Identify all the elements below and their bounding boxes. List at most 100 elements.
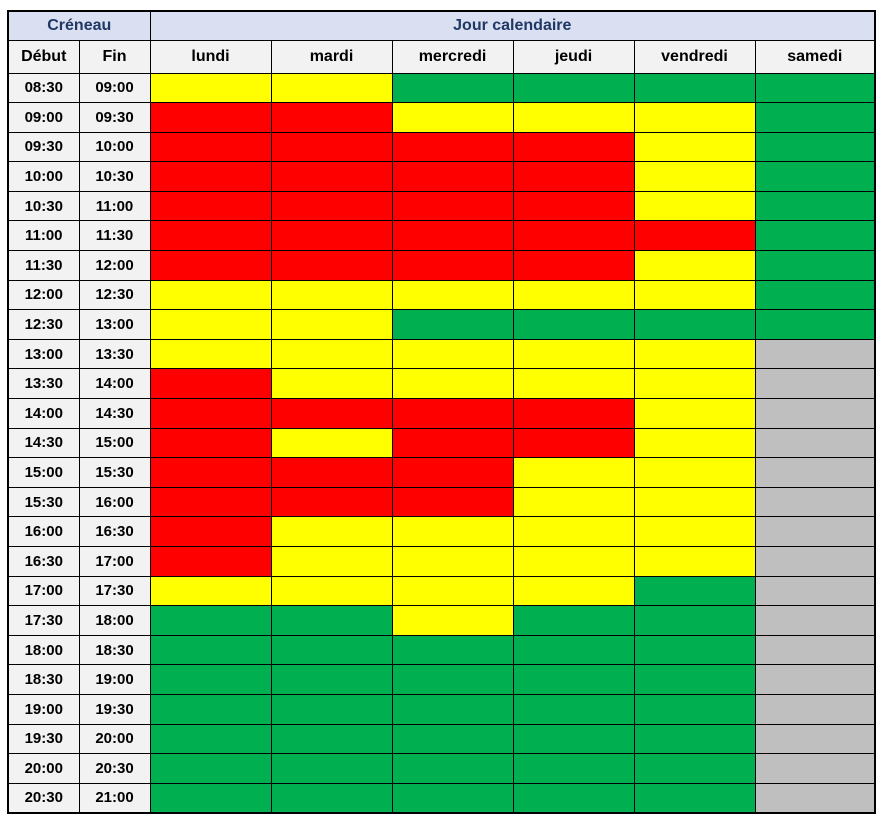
column-header-row: Début Fin lundi mardi mercredi jeudi ven… bbox=[7, 39, 876, 74]
slot-cell-lundi-16:00 bbox=[149, 516, 272, 547]
table-row: 16:30 17:00 bbox=[7, 546, 876, 577]
debut-time-cell: 15:00 bbox=[7, 457, 80, 488]
slot-cell-mercredi-20:30 bbox=[391, 782, 514, 814]
slot-cell-jeudi-13:00 bbox=[512, 338, 635, 370]
slot-cell-jeudi-19:30 bbox=[512, 723, 635, 755]
debut-time-cell: 14:30 bbox=[7, 427, 80, 459]
fin-time-cell: 21:00 bbox=[78, 782, 151, 814]
slot-cell-mardi-11:30 bbox=[270, 250, 393, 281]
slot-cell-lundi-13:00 bbox=[149, 338, 272, 370]
fin-time-cell: 16:30 bbox=[78, 516, 151, 547]
slot-cell-vendredi-12:30 bbox=[633, 309, 756, 340]
fin-time-cell: 18:30 bbox=[78, 634, 151, 666]
slot-cell-mercredi-18:30 bbox=[391, 664, 514, 695]
availability-table: Créneau Jour calendaire Début Fin lundi … bbox=[7, 10, 877, 814]
fin-time-cell: 10:00 bbox=[78, 131, 151, 163]
slot-cell-vendredi-18:00 bbox=[633, 634, 756, 666]
debut-time-cell: 20:00 bbox=[7, 753, 80, 784]
fin-time-cell: 18:00 bbox=[78, 605, 151, 636]
slot-cell-mardi-10:30 bbox=[270, 190, 393, 222]
slot-cell-jeudi-10:00 bbox=[512, 161, 635, 192]
debut-time-cell: 19:30 bbox=[7, 723, 80, 755]
slot-cell-vendredi-08:30 bbox=[633, 72, 756, 104]
slot-cell-mercredi-11:30 bbox=[391, 250, 514, 281]
fin-time-cell: 12:00 bbox=[78, 250, 151, 281]
slot-cell-samedi-17:30 bbox=[754, 605, 876, 636]
slot-cell-samedi-13:30 bbox=[754, 368, 876, 400]
debut-time-cell: 20:30 bbox=[7, 782, 80, 814]
slot-cell-vendredi-11:30 bbox=[633, 250, 756, 281]
slot-cell-mardi-15:00 bbox=[270, 457, 393, 488]
slot-cell-samedi-20:30 bbox=[754, 782, 876, 814]
slot-cell-mardi-14:00 bbox=[270, 398, 393, 429]
slot-cell-vendredi-20:00 bbox=[633, 753, 756, 784]
slot-cell-vendredi-13:30 bbox=[633, 368, 756, 400]
day-header-jeudi: jeudi bbox=[512, 39, 635, 74]
slot-cell-jeudi-19:00 bbox=[512, 693, 635, 725]
table-row: 19:30 20:00 bbox=[7, 723, 876, 755]
slot-cell-jeudi-16:00 bbox=[512, 516, 635, 547]
slot-cell-samedi-09:30 bbox=[754, 131, 876, 163]
fin-time-cell: 15:00 bbox=[78, 427, 151, 459]
table-row: 10:00 10:30 bbox=[7, 161, 876, 192]
slot-cell-jeudi-08:30 bbox=[512, 72, 635, 104]
fin-time-cell: 14:00 bbox=[78, 368, 151, 400]
fin-time-cell: 19:00 bbox=[78, 664, 151, 695]
table-row: 13:30 14:00 bbox=[7, 368, 876, 400]
slot-cell-samedi-14:00 bbox=[754, 398, 876, 429]
schedule-body: 08:30 09:00 09:00 09:30 09:30 10:00 10:00 10:30… bbox=[7, 72, 876, 814]
slot-cell-vendredi-15:30 bbox=[633, 486, 756, 518]
debut-time-cell: 11:30 bbox=[7, 250, 80, 281]
slot-cell-mercredi-08:30 bbox=[391, 72, 514, 104]
slot-cell-samedi-18:30 bbox=[754, 664, 876, 695]
slot-cell-vendredi-19:00 bbox=[633, 693, 756, 725]
slot-cell-lundi-10:30 bbox=[149, 190, 272, 222]
slot-cell-lundi-15:30 bbox=[149, 486, 272, 518]
table-row: 13:00 13:30 bbox=[7, 338, 876, 370]
slot-cell-jeudi-20:30 bbox=[512, 782, 635, 814]
slot-cell-vendredi-14:30 bbox=[633, 427, 756, 459]
slot-cell-mercredi-10:30 bbox=[391, 190, 514, 222]
slot-cell-mardi-16:30 bbox=[270, 546, 393, 577]
debut-time-cell: 10:30 bbox=[7, 190, 80, 222]
table-row: 17:00 17:30 bbox=[7, 575, 876, 607]
slot-cell-lundi-14:00 bbox=[149, 398, 272, 429]
fin-time-cell: 11:30 bbox=[78, 220, 151, 252]
jour-calendaire-group-header: Jour calendaire bbox=[149, 10, 876, 41]
debut-time-cell: 13:30 bbox=[7, 368, 80, 400]
table-row: 12:30 13:00 bbox=[7, 309, 876, 340]
slot-cell-jeudi-20:00 bbox=[512, 753, 635, 784]
slot-cell-vendredi-18:30 bbox=[633, 664, 756, 695]
debut-time-cell: 16:00 bbox=[7, 516, 80, 547]
slot-cell-mercredi-16:30 bbox=[391, 546, 514, 577]
slot-cell-mardi-16:00 bbox=[270, 516, 393, 547]
day-header-lundi: lundi bbox=[149, 39, 272, 74]
slot-cell-lundi-20:30 bbox=[149, 782, 272, 814]
slot-cell-vendredi-14:00 bbox=[633, 398, 756, 429]
fin-time-cell: 09:30 bbox=[78, 102, 151, 133]
slot-cell-mercredi-19:30 bbox=[391, 723, 514, 755]
slot-cell-jeudi-18:30 bbox=[512, 664, 635, 695]
slot-cell-jeudi-14:30 bbox=[512, 427, 635, 459]
fin-time-cell: 14:30 bbox=[78, 398, 151, 429]
slot-cell-lundi-13:30 bbox=[149, 368, 272, 400]
slot-cell-lundi-18:00 bbox=[149, 634, 272, 666]
slot-cell-jeudi-11:30 bbox=[512, 250, 635, 281]
slot-cell-vendredi-15:00 bbox=[633, 457, 756, 488]
table-row: 12:00 12:30 bbox=[7, 279, 876, 311]
slot-cell-mercredi-09:30 bbox=[391, 131, 514, 163]
table-row: 09:30 10:00 bbox=[7, 131, 876, 163]
slot-cell-samedi-16:00 bbox=[754, 516, 876, 547]
slot-cell-mercredi-19:00 bbox=[391, 693, 514, 725]
slot-cell-mercredi-11:00 bbox=[391, 220, 514, 252]
slot-cell-mercredi-18:00 bbox=[391, 634, 514, 666]
fin-time-cell: 17:30 bbox=[78, 575, 151, 607]
slot-cell-samedi-14:30 bbox=[754, 427, 876, 459]
slot-cell-mercredi-13:00 bbox=[391, 338, 514, 370]
debut-time-cell: 12:30 bbox=[7, 309, 80, 340]
table-row: 10:30 11:00 bbox=[7, 190, 876, 222]
slot-cell-lundi-08:30 bbox=[149, 72, 272, 104]
table-row: 15:00 15:30 bbox=[7, 457, 876, 488]
slot-cell-vendredi-10:30 bbox=[633, 190, 756, 222]
slot-cell-vendredi-17:30 bbox=[633, 605, 756, 636]
